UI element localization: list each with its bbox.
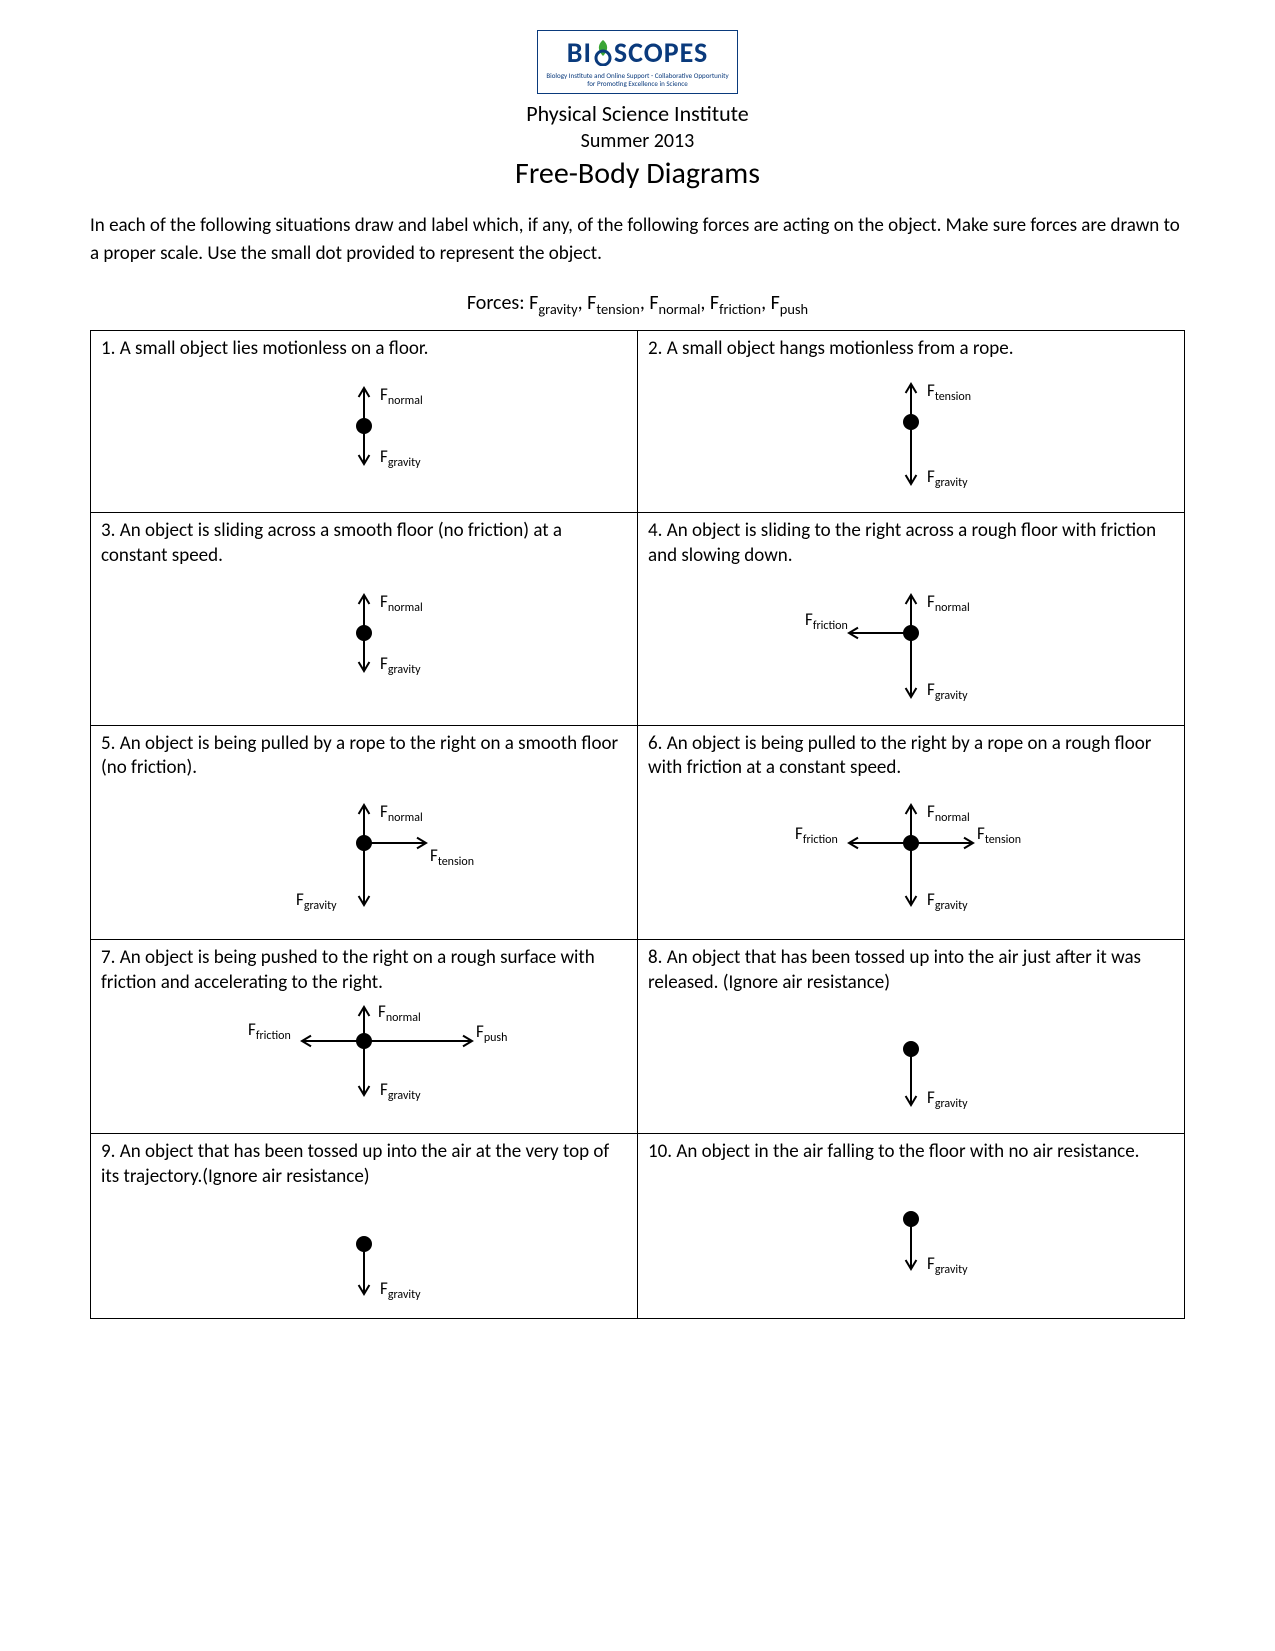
- force-label: Ftension: [430, 845, 474, 869]
- object-dot: [356, 418, 372, 434]
- header-term: Summer 2013: [90, 129, 1185, 153]
- problem-cell: 2. A small object hangs motionless from …: [638, 331, 1185, 513]
- force-label: Fnormal: [378, 1001, 421, 1025]
- object-dot: [903, 835, 919, 851]
- diagram-area: Fnormal Ffriction Ftension Fgravity: [648, 785, 1174, 935]
- problem-cell: 5. An object is being pulled by a rope t…: [91, 725, 638, 939]
- problems-table: 1. A small object lies motionless on a f…: [90, 330, 1185, 1318]
- problem-cell: 6. An object is being pulled to the righ…: [638, 725, 1185, 939]
- object-dot: [903, 1041, 919, 1057]
- force-label: Fpush: [476, 1021, 507, 1045]
- problem-prompt: 7. An object is being pushed to the righ…: [101, 946, 627, 995]
- intro-paragraph: In each of the following situations draw…: [90, 212, 1185, 267]
- logo-text-bi: BI: [567, 35, 592, 70]
- object-dot: [903, 414, 919, 430]
- page-title: Free-Body Diagrams: [90, 155, 1185, 192]
- problem-cell: 7. An object is being pushed to the righ…: [91, 939, 638, 1133]
- problem-prompt: 4. An object is sliding to the right acr…: [648, 519, 1174, 568]
- force-symbol: Fpush: [771, 291, 809, 315]
- force-symbol: Ffriction: [710, 291, 761, 315]
- force-label: Fnormal: [380, 591, 423, 615]
- problem-prompt: 10. An object in the air falling to the …: [648, 1140, 1174, 1165]
- free-body-diagram: Fgravity: [184, 1194, 544, 1314]
- free-body-diagram: Fnormal Ffriction Ftension Fgravity: [731, 785, 1091, 935]
- diagram-area: Fnormal Fgravity: [101, 366, 627, 496]
- problem-cell: 4. An object is sliding to the right acr…: [638, 513, 1185, 725]
- force-label: Fgravity: [927, 1253, 968, 1277]
- free-body-diagram: Fgravity: [731, 1169, 1091, 1289]
- problem-prompt: 6. An object is being pulled to the righ…: [648, 732, 1174, 781]
- force-label: Fgravity: [927, 466, 968, 490]
- force-label: Fgravity: [927, 1087, 968, 1111]
- problem-prompt: 1. A small object lies motionless on a f…: [101, 337, 627, 362]
- free-body-diagram: Fnormal Fgravity: [184, 573, 544, 703]
- problem-prompt: 2. A small object hangs motionless from …: [648, 337, 1174, 362]
- problem-prompt: 9. An object that has been tossed up int…: [101, 1140, 627, 1189]
- logo: BI SCOPES Biology Institute and Online Su…: [537, 30, 737, 94]
- force-label: Ffriction: [795, 823, 838, 847]
- force-label: Fgravity: [380, 446, 421, 470]
- problem-cell: 8. An object that has been tossed up int…: [638, 939, 1185, 1133]
- diagram-area: Fnormal Fgravity: [101, 573, 627, 703]
- force-label: Ftension: [977, 823, 1021, 847]
- free-body-diagram: Fnormal Ftension Fgravity: [184, 785, 544, 935]
- problem-prompt: 8. An object that has been tossed up int…: [648, 946, 1174, 995]
- diagram-area: Fnormal Ffriction Fpush Fgravity: [101, 999, 627, 1129]
- problem-prompt: 3. An object is sliding across a smooth …: [101, 519, 627, 568]
- object-dot: [903, 1211, 919, 1227]
- diagram-area: Fnormal Ffriction Fgravity: [648, 573, 1174, 721]
- table-row: 5. An object is being pulled by a rope t…: [91, 725, 1185, 939]
- object-dot: [356, 625, 372, 641]
- object-dot: [356, 1236, 372, 1252]
- logo-container: BI SCOPES Biology Institute and Online Su…: [90, 30, 1185, 94]
- force-label: Fgravity: [296, 889, 337, 913]
- forces-inline: Fgravity, Ftension, Fnormal, Ffriction, …: [529, 291, 808, 315]
- diagram-area: Fgravity: [101, 1194, 627, 1314]
- free-body-diagram: Fnormal Ffriction Fgravity: [731, 573, 1091, 721]
- problem-cell: 10. An object in the air falling to the …: [638, 1134, 1185, 1318]
- free-body-diagram: Fnormal Fgravity: [184, 366, 544, 496]
- table-row: 1. A small object lies motionless on a f…: [91, 331, 1185, 513]
- force-symbol: Ftension: [587, 291, 640, 315]
- diagram-area: Fnormal Ftension Fgravity: [101, 785, 627, 935]
- logo-text-o: [592, 35, 614, 70]
- logo-subtext: Biology Institute and Online Support - C…: [546, 72, 728, 87]
- diagram-area: Fgravity: [648, 999, 1174, 1129]
- table-row: 7. An object is being pushed to the righ…: [91, 939, 1185, 1133]
- table-row: 3. An object is sliding across a smooth …: [91, 513, 1185, 725]
- force-label: Fgravity: [927, 889, 968, 913]
- table-row: 9. An object that has been tossed up int…: [91, 1134, 1185, 1318]
- force-label: Fgravity: [380, 1079, 421, 1103]
- problem-prompt: 5. An object is being pulled by a rope t…: [101, 732, 627, 781]
- free-body-diagram: Ftension Fgravity: [731, 366, 1091, 508]
- problem-cell: 3. An object is sliding across a smooth …: [91, 513, 638, 725]
- force-label: Fgravity: [380, 653, 421, 677]
- object-dot: [356, 1033, 372, 1049]
- force-label: Fgravity: [927, 679, 968, 703]
- problem-cell: 1. A small object lies motionless on a f…: [91, 331, 638, 513]
- force-label: Fnormal: [380, 801, 423, 825]
- force-label: Ffriction: [805, 609, 848, 633]
- force-label: Fgravity: [380, 1278, 421, 1302]
- force-symbol: Fgravity: [529, 291, 578, 315]
- object-dot: [356, 835, 372, 851]
- leaf-icon: [592, 38, 614, 66]
- free-body-diagram: Fgravity: [731, 999, 1091, 1129]
- logo-text-scopes: SCOPES: [614, 35, 708, 70]
- force-label: Fnormal: [927, 801, 970, 825]
- page: BI SCOPES Biology Institute and Online Su…: [0, 0, 1275, 1651]
- diagram-area: Ftension Fgravity: [648, 366, 1174, 508]
- force-symbol: Fnormal: [649, 291, 700, 315]
- force-label: Fnormal: [927, 591, 970, 615]
- forces-list: Forces: Fgravity, Ftension, Fnormal, Ffr…: [90, 291, 1185, 318]
- force-label: Ffriction: [248, 1019, 291, 1043]
- force-label: Fnormal: [380, 384, 423, 408]
- header-institute: Physical Science Institute: [90, 100, 1185, 127]
- diagram-area: Fgravity: [648, 1169, 1174, 1289]
- header: Physical Science Institute Summer 2013 F…: [90, 100, 1185, 192]
- free-body-diagram: Fnormal Ffriction Fpush Fgravity: [184, 999, 544, 1129]
- problem-cell: 9. An object that has been tossed up int…: [91, 1134, 638, 1318]
- force-label: Ftension: [927, 380, 971, 404]
- object-dot: [903, 625, 919, 641]
